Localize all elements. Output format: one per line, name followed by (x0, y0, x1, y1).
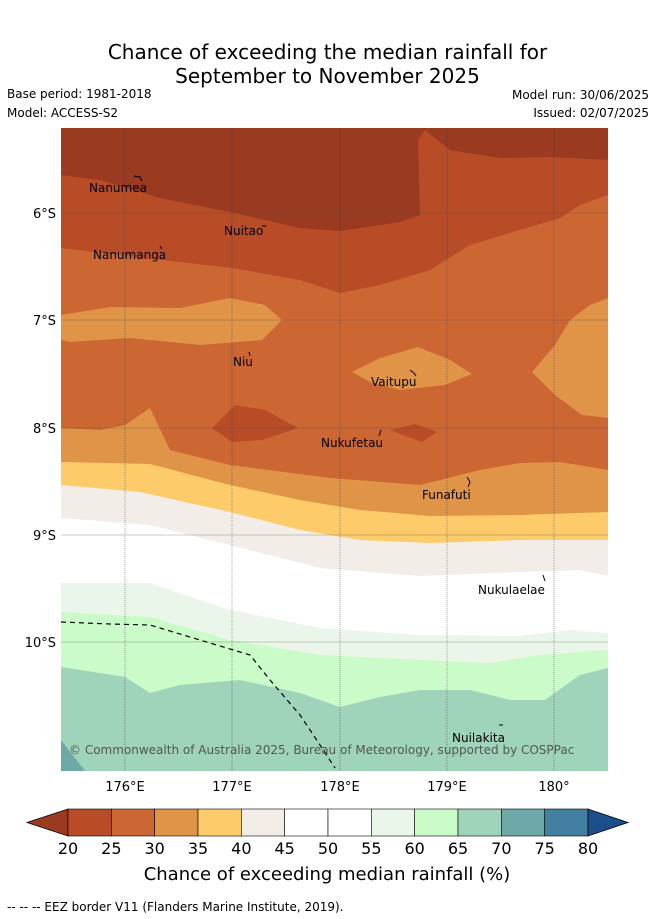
colorbar-tick-label: 50 (318, 839, 338, 858)
lat-label-6s: 6°S (33, 207, 56, 222)
nanumea-island (133, 175, 143, 182)
colorbar-segment (501, 808, 545, 837)
lon-axis: 176°E 177°E 178°E 179°E 180° (105, 780, 569, 795)
patch-35-40-vaitupu (352, 347, 472, 390)
lat-label-10s: 10°S (25, 636, 56, 651)
funafuti-island (466, 476, 471, 488)
colorbar: 20 25 30 35 40 45 50 55 60 65 70 75 80 (25, 808, 630, 858)
lon-label-179e: 179°E (427, 780, 467, 795)
colorbar-segment (284, 808, 329, 837)
title-line-1: Chance of exceeding the median rainfall … (107, 40, 548, 64)
patch-35-40-east (532, 298, 608, 418)
copyright-notice: © Commonwealth of Australia 2025, Bureau… (69, 743, 574, 757)
lon-label-178e: 178°E (320, 780, 360, 795)
colorbar-tick-label: 65 (448, 839, 468, 858)
island-outlines (133, 175, 546, 726)
patch-25-30-nukufetau (212, 405, 298, 442)
place-nanumanga: Nanumanga (93, 248, 166, 262)
colorbar-segment (197, 808, 242, 837)
lon-label-176e: 176°E (105, 780, 145, 795)
place-nukufetau: Nukufetau (321, 436, 383, 450)
band-70-75 (61, 740, 85, 771)
patch-35-40-west (61, 298, 282, 345)
colorbar-segment (241, 808, 285, 837)
base-period: Base period: 1981-2018 (7, 87, 152, 101)
colorbar-segment (371, 808, 415, 837)
rainfall-map: Nanumea Nuitao Nanumanga Niu Vaitupu Nuk… (25, 128, 630, 885)
lat-label-8s: 8°S (33, 422, 56, 437)
lon-label-180: 180° (538, 780, 569, 795)
place-nuilakita: Nuilakita (452, 731, 505, 745)
colorbar-tick-label: 40 (231, 839, 251, 858)
colorbar-tick-label: 30 (144, 839, 164, 858)
issued-date: Issued: 02/07/2025 (533, 106, 649, 120)
title-line-2: September to November 2025 (175, 64, 480, 88)
colorbar-under-arrow (25, 808, 69, 837)
patch-25-30-funafuti (390, 424, 437, 442)
place-vaitupu: Vaitupu (371, 375, 417, 389)
eez-border (61, 621, 336, 769)
colorbar-segment (457, 808, 502, 837)
colorbar-tick-label: 25 (101, 839, 121, 858)
vaitupu-island (409, 369, 417, 377)
colorbar-tick-label: 70 (491, 839, 511, 858)
colorbar-segment (544, 808, 589, 837)
colorbar-tick-label: 20 (58, 839, 78, 858)
colorbar-tick-label: 35 (188, 839, 208, 858)
model-name: Model: ACCESS-S2 (7, 106, 119, 120)
nanumanga-island (159, 245, 163, 250)
place-niu: Niu (233, 355, 253, 369)
lat-label-9s: 9°S (33, 529, 56, 544)
colorbar-segment (154, 808, 199, 837)
colorbar-tick-label: 75 (534, 839, 554, 858)
place-funafuti: Funafuti (422, 488, 471, 502)
colorbar-label: Chance of exceeding median rainfall (%) (144, 864, 511, 885)
place-nuitao: Nuitao (224, 224, 263, 238)
lon-label-177e: 177°E (212, 780, 252, 795)
lat-axis: 6°S 7°S 8°S 9°S 10°S (25, 207, 56, 651)
map-title: Chance of exceeding the median rainfall … (0, 40, 655, 88)
colorbar-over-arrow (587, 808, 630, 837)
eez-legend: -- -- -- EEZ border V11 (Flanders Marine… (7, 900, 344, 914)
colorbar-tick-label: 60 (404, 839, 424, 858)
lat-label-7s: 7°S (33, 314, 56, 329)
nukufetau-island (378, 429, 382, 437)
place-nukulaelae: Nukulaelae (478, 583, 545, 597)
colorbar-segment (327, 808, 372, 837)
lat-gridlines (61, 212, 608, 643)
niu-island (248, 351, 251, 357)
colorbar-segment (67, 808, 112, 837)
colorbar-segment (414, 808, 459, 837)
probability-bands: Nanumea Nuitao Nanumanga Niu Vaitupu Nuk… (61, 128, 608, 771)
colorbar-segment (111, 808, 155, 837)
colorbar-tick-label: 45 (274, 839, 294, 858)
band-65-70 (61, 667, 608, 771)
place-nanumea: Nanumea (89, 181, 147, 195)
model-run: Model run: 30/06/2025 (511, 88, 649, 102)
colorbar-tick-label: 55 (361, 839, 381, 858)
colorbar-tick-label: 80 (578, 839, 598, 858)
nukulaelae-island (542, 574, 546, 582)
